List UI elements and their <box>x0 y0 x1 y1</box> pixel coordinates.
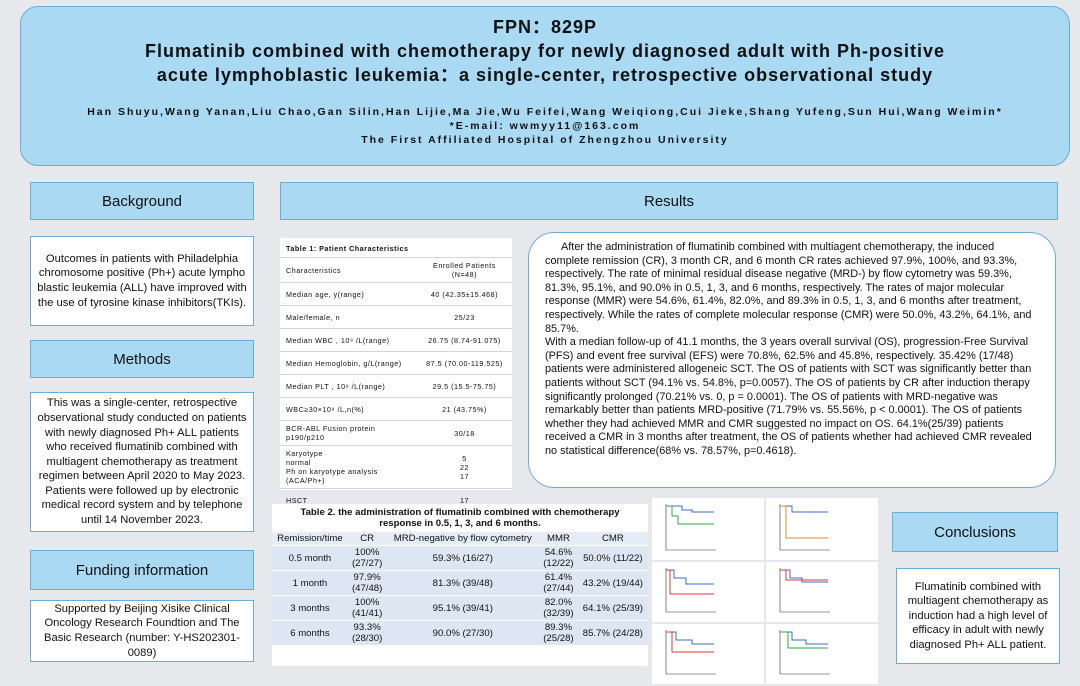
header-row: Characteristics Enrolled Patients (N=48) <box>280 258 512 283</box>
table-cell: 26.75 (8.74-91.075) <box>416 328 512 352</box>
table-cell: 82.0% (32/39) <box>539 595 578 621</box>
table-cell: 97.9% (47/48) <box>347 570 387 596</box>
email: *E-mail: wwmyy11@163.com <box>449 120 641 132</box>
table-title: Table 2. the administration of flumatini… <box>300 507 620 529</box>
table-cell: 54.6% (12/22) <box>539 545 578 571</box>
table-cell: 6 months <box>272 620 348 646</box>
section-heading: Results <box>280 182 1058 220</box>
table-cell: 93.3% (28/30) <box>347 620 387 646</box>
table-cell: 5 22 17 <box>416 445 512 489</box>
title-line: acute lymphoblastic leukemia：a single-ce… <box>156 65 934 85</box>
table-cell: BCR-ABL Fusion protein p190/p210 <box>280 420 417 446</box>
header-cell: CR <box>347 532 387 546</box>
paragraph: With a median follow-up of 41.1 months, … <box>545 336 1032 457</box>
table-cell: 21 (43.75%) <box>416 397 512 421</box>
header: FPN：829P Flumatinib combined with chemot… <box>20 6 1070 166</box>
table-cell: 40 (42.35±15.468) <box>416 282 512 306</box>
section-text: Supported by Beijing Xisike Clinical Onc… <box>30 600 254 662</box>
header-cell: CMR <box>577 532 648 546</box>
table-cell: 30/18 <box>416 420 512 446</box>
table-cell: 50.0% (11/22) <box>577 545 648 571</box>
table-cell: 90.0% (27/30) <box>386 620 540 646</box>
table-row: Median age, y(range) 40 (42.35±15.468) <box>280 282 512 306</box>
header-row: Remission/time CR MRD-negative by flow cyt… <box>272 532 648 546</box>
section-text: Outcomes in patients with Philadelphia c… <box>30 236 254 326</box>
table-2: Table 2. the administration of flumatini… <box>272 504 648 666</box>
table-row: Male/female, n 25/23 <box>280 305 512 329</box>
table-cell: 95.1% (39/41) <box>386 595 540 621</box>
table-cell: 43.2% (19/44) <box>577 570 648 596</box>
table-cell: 87.5 (70.00-119.525) <box>416 351 512 375</box>
header-cell: Characteristics <box>280 258 417 283</box>
table-cell: Median Hemoglobin, g/L(range) <box>280 351 417 375</box>
table-cell: 0.5 month <box>272 545 348 571</box>
header-cell: MMR <box>539 532 578 546</box>
table: Remission/time CR MRD-negative by flow cyt… <box>272 532 648 646</box>
table-cell: Karyotype normal Ph on karyotype analysi… <box>280 445 417 489</box>
header-cell: Remission/time <box>272 532 348 546</box>
section-heading: Conclusions <box>892 512 1058 552</box>
table-cell: 100% (27/27) <box>347 545 387 571</box>
title-line: Flumatinib combined with chemotherapy fo… <box>144 41 946 61</box>
table-cell: 61.4% (27/44) <box>539 570 578 596</box>
section-heading: Background <box>30 182 254 220</box>
table-cell: Median WBC , 10⁹ /L(range) <box>280 328 417 352</box>
survival-figures <box>652 498 878 684</box>
table-title: Table 1: Patient Characteristics <box>280 238 512 258</box>
table-cell: Median PLT , 10⁹ /L(range) <box>280 374 417 398</box>
poster-code: FPN：829P <box>492 17 598 37</box>
table-row: 3 months 100% (41/41) 95.1% (39/41) 82.0% (… <box>272 595 648 621</box>
table-row: Median PLT , 10⁹ /L(range) 29.5 (15.5-75.… <box>280 374 512 398</box>
affiliation: The First Affiliated Hospital of Zhengzh… <box>361 134 729 146</box>
paragraph: After the administration of flumatinib c… <box>545 241 1032 335</box>
table-cell: 89.3% (25/28) <box>539 620 578 646</box>
table-cell: 100% (41/41) <box>347 595 387 621</box>
table-cell: 81.3% (39/48) <box>386 570 540 596</box>
authors: Han Shuyu,Wang Yanan,Liu Chao,Gan Silin,… <box>87 106 1003 118</box>
table-cell: 25/23 <box>416 305 512 329</box>
table-row: BCR-ABL Fusion protein p190/p210 30/18 <box>280 420 512 446</box>
table-row: Median WBC , 10⁹ /L(range) 26.75 (8.74-91… <box>280 328 512 352</box>
table-cell: Male/female, n <box>280 305 417 329</box>
table-cell: WBC≥30×10⁹ /L,n(%) <box>280 397 417 421</box>
results-text: After the administration of flumatinib c… <box>528 232 1056 488</box>
table-cell: Median age, y(range) <box>280 282 417 306</box>
table-row: Median Hemoglobin, g/L(range) 87.5 (70.00… <box>280 351 512 375</box>
section-heading: Methods <box>30 340 254 378</box>
table-cell: 85.7% (24/28) <box>577 620 648 646</box>
table-cell: 59.3% (16/27) <box>386 545 540 571</box>
table-cell: 64.1% (25/39) <box>577 595 648 621</box>
table-row: Karyotype normal Ph on karyotype analysi… <box>280 445 512 489</box>
section-text: This was a single-center, retrospective … <box>30 392 254 532</box>
table-row: WBC≥30×10⁹ /L,n(%) 21 (43.75%) <box>280 397 512 421</box>
section-text: Flumatinib combined with multiagent chem… <box>896 568 1060 664</box>
table-cell: 29.5 (15.5-75.75) <box>416 374 512 398</box>
table-1: Table 1: Patient Characteristics Charact… <box>280 238 512 512</box>
table-cell: 1 month <box>272 570 348 596</box>
table: Characteristics Enrolled Patients (N=48) M… <box>280 258 512 512</box>
header-cell: Enrolled Patients (N=48) <box>416 258 512 283</box>
table-row: 6 months 93.3% (28/30) 90.0% (27/30) 89.3% … <box>272 620 648 646</box>
table-cell: 3 months <box>272 595 348 621</box>
section-heading: Funding information <box>30 550 254 590</box>
header-cell: MRD-negative by flow cytometry <box>386 532 540 546</box>
table-row: 0.5 month 100% (27/27) 59.3% (16/27) 54.6% … <box>272 545 648 571</box>
table-row: 1 month 97.9% (47/48) 81.3% (39/48) 61.4% (… <box>272 570 648 596</box>
